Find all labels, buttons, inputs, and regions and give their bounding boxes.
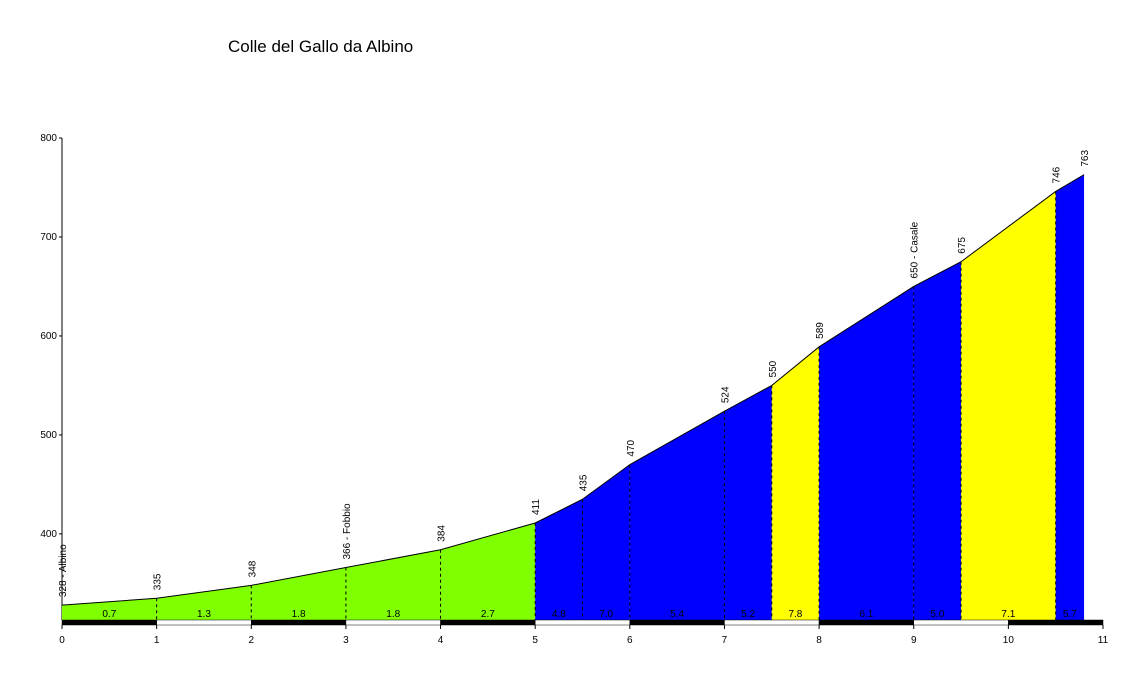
point-label: 589 — [815, 322, 826, 339]
chart-title: Colle del Gallo da Albino — [228, 37, 413, 56]
point-label: 384 — [437, 525, 448, 542]
km-bar — [629, 619, 725, 626]
gradient-label: 5.4 — [670, 609, 684, 620]
km-bar — [251, 619, 347, 626]
x-tick-label: 6 — [627, 635, 633, 646]
segment — [440, 523, 536, 620]
gradient-label: 2.7 — [481, 609, 495, 620]
y-tick-label: 700 — [40, 232, 57, 243]
x-tick-label: 10 — [1003, 635, 1015, 646]
point-label: 675 — [957, 237, 968, 254]
x-tick-label: 7 — [722, 635, 728, 646]
x-tick-label: 8 — [816, 635, 822, 646]
km-bar — [345, 619, 441, 626]
segment — [345, 549, 441, 620]
point-label: 650 - Casale — [910, 221, 921, 278]
km-bar — [440, 619, 536, 626]
y-tick-label: 500 — [40, 430, 57, 441]
gradient-label: 5.7 — [1063, 609, 1077, 620]
gradient-label: 5.0 — [930, 609, 944, 620]
gradient-label: 7.0 — [599, 609, 613, 620]
point-label: 328 - Albino — [58, 544, 69, 597]
segment — [251, 567, 346, 620]
point-label: 335 — [153, 573, 164, 590]
point-label: 435 — [579, 474, 590, 491]
segment — [582, 464, 630, 620]
x-tick-label: 9 — [911, 635, 917, 646]
x-tick-label: 1 — [154, 635, 160, 646]
km-bar — [1008, 619, 1104, 626]
point-label: 348 — [247, 560, 258, 577]
point-label: 470 — [626, 439, 637, 456]
x-tick-label: 5 — [532, 635, 538, 646]
x-tick-label: 3 — [343, 635, 349, 646]
segment — [1055, 174, 1085, 620]
gradient-label: 7.8 — [788, 609, 802, 620]
km-bar — [61, 619, 157, 626]
segment — [913, 261, 962, 620]
gradient-label: 1.8 — [292, 609, 306, 620]
gradient-label: 7.1 — [1001, 609, 1015, 620]
gradient-label: 5.2 — [741, 609, 755, 620]
y-tick-label: 800 — [40, 133, 57, 144]
point-label: 550 — [768, 360, 779, 377]
x-tick-label: 4 — [438, 635, 444, 646]
y-tick-label: 600 — [40, 331, 57, 342]
km-bar — [818, 619, 914, 626]
km-bar — [156, 619, 252, 626]
point-label: 524 — [720, 386, 731, 403]
km-bar — [724, 619, 820, 626]
point-label: 411 — [531, 499, 542, 515]
segment — [629, 411, 725, 620]
point-label: 366 - Fobbio — [342, 503, 353, 560]
segment — [724, 385, 772, 620]
segment — [819, 286, 914, 620]
gradient-label: 1.3 — [197, 609, 211, 620]
y-tick-label: 400 — [40, 529, 57, 540]
gradient-label: 6.1 — [859, 609, 873, 620]
km-bar — [913, 619, 1009, 626]
point-label: 746 — [1052, 166, 1063, 183]
segment — [961, 191, 1056, 620]
x-tick-label: 0 — [59, 635, 65, 646]
x-tick-label: 11 — [1098, 635, 1109, 646]
x-tick-label: 2 — [248, 635, 254, 646]
gradient-label: 0.7 — [102, 609, 116, 620]
gradient-label: 4.8 — [552, 609, 566, 620]
segment — [535, 499, 583, 620]
point-label: 763 — [1080, 149, 1091, 166]
gradient-label: 1.8 — [386, 609, 400, 620]
segment — [156, 585, 252, 620]
segment — [771, 346, 820, 620]
km-bar — [534, 619, 631, 626]
